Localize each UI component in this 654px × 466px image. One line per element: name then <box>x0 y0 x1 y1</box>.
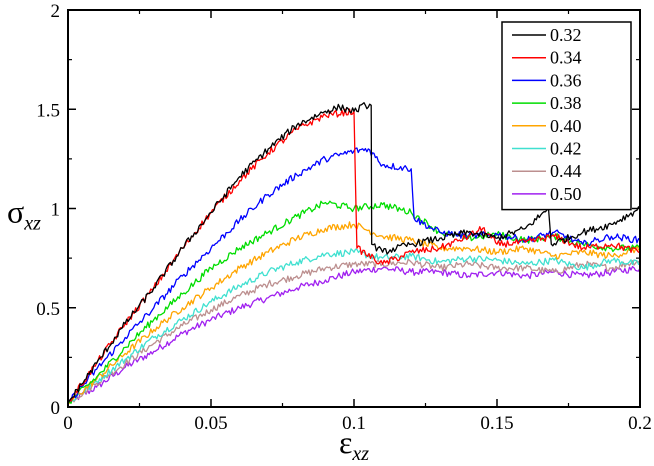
y-axis-subscript: xz <box>23 213 41 235</box>
legend-label-0-40: 0.40 <box>550 116 582 136</box>
series-layer <box>67 102 641 404</box>
x-axis-symbol: ε <box>339 424 352 460</box>
legend-label-0-44: 0.44 <box>550 161 582 181</box>
series-line-0-34 <box>67 108 640 404</box>
x-tick-label: 0 <box>63 413 73 434</box>
x-tick-label: 0.15 <box>480 413 513 434</box>
legend-label-0-32: 0.32 <box>550 25 582 45</box>
y-tick-label: 1 <box>51 200 61 221</box>
x-tick-label: 0.1 <box>342 413 366 434</box>
y-tick-label: 1.5 <box>36 100 60 121</box>
series-line-0-42 <box>67 248 641 404</box>
y-tick-label: 0 <box>51 398 61 419</box>
y-tick-label: 2 <box>51 1 61 22</box>
legend-label-0-38: 0.38 <box>550 93 582 113</box>
x-axis-subscript: xz <box>351 443 369 465</box>
legend-box <box>501 21 632 211</box>
ticks-layer: 0 0.05 0.1 0.15 0.2 0 0.5 1 1.5 2 <box>36 1 652 434</box>
series-line-0-40 <box>67 221 641 404</box>
y-axis-label: σxz <box>7 194 41 235</box>
legend: 0.32 0.340.36 0.38 0.40 0.420.44 0.50 <box>501 21 632 211</box>
legend-label-0-50: 0.50 <box>550 184 582 204</box>
x-axis-label: εxz <box>339 424 369 465</box>
legend-label-0-36: 0.36 <box>550 70 582 90</box>
x-tick-label: 0.05 <box>194 413 227 434</box>
y-axis-symbol: σ <box>7 194 24 230</box>
series-line-0-32 <box>67 102 641 404</box>
y-tick-label: 0.5 <box>36 299 60 320</box>
series-line-0-44 <box>67 258 641 404</box>
x-tick-label: 0.2 <box>628 413 652 434</box>
legend-label-0-42: 0.42 <box>550 139 582 159</box>
legend-label-0-34: 0.34 <box>550 48 582 68</box>
